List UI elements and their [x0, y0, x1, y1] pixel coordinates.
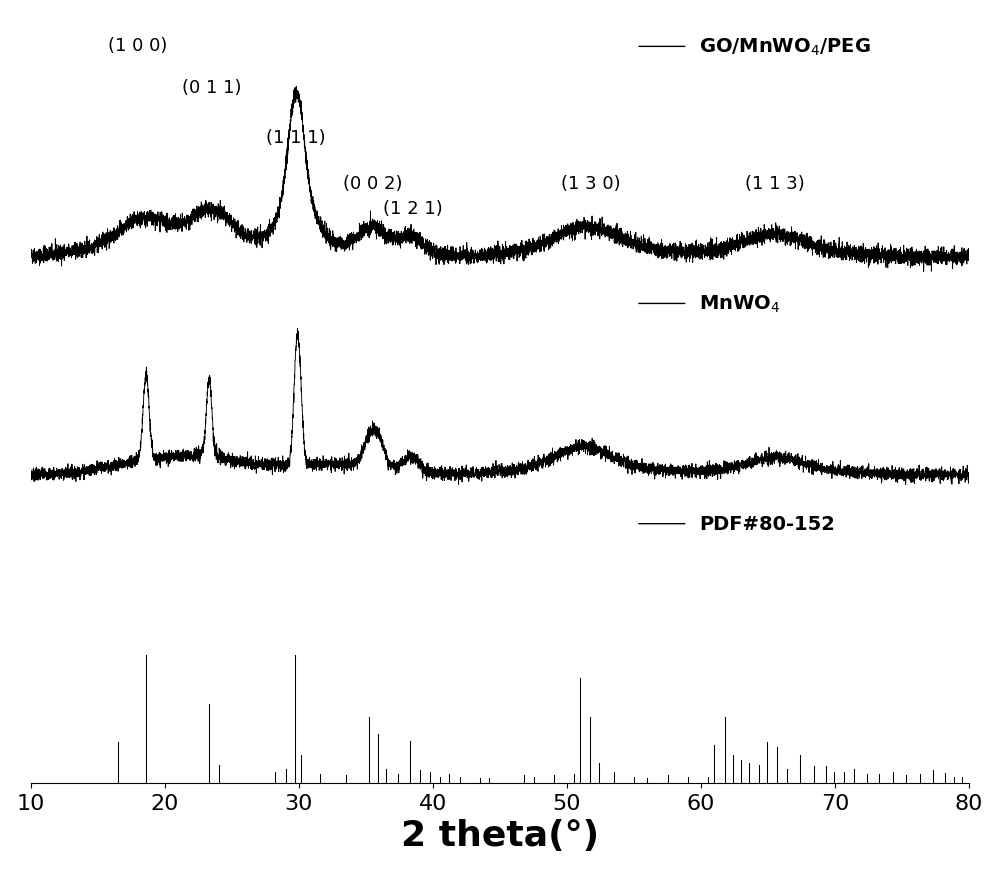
Text: (0 1 1): (0 1 1) — [182, 79, 242, 97]
Text: (1 3 0): (1 3 0) — [561, 175, 621, 193]
Text: (1 1 1): (1 1 1) — [266, 129, 326, 147]
Text: PDF#80-152: PDF#80-152 — [699, 514, 835, 534]
Text: (1 0 0): (1 0 0) — [108, 37, 168, 55]
X-axis label: 2 theta(°): 2 theta(°) — [401, 819, 599, 852]
Text: (1 1 3): (1 1 3) — [745, 175, 805, 193]
Text: GO/MnWO$_4$/PEG: GO/MnWO$_4$/PEG — [699, 36, 871, 58]
Text: (0 0 2): (0 0 2) — [343, 175, 402, 193]
Text: (1 2 1): (1 2 1) — [383, 200, 443, 217]
Text: MnWO$_4$: MnWO$_4$ — [699, 294, 780, 315]
